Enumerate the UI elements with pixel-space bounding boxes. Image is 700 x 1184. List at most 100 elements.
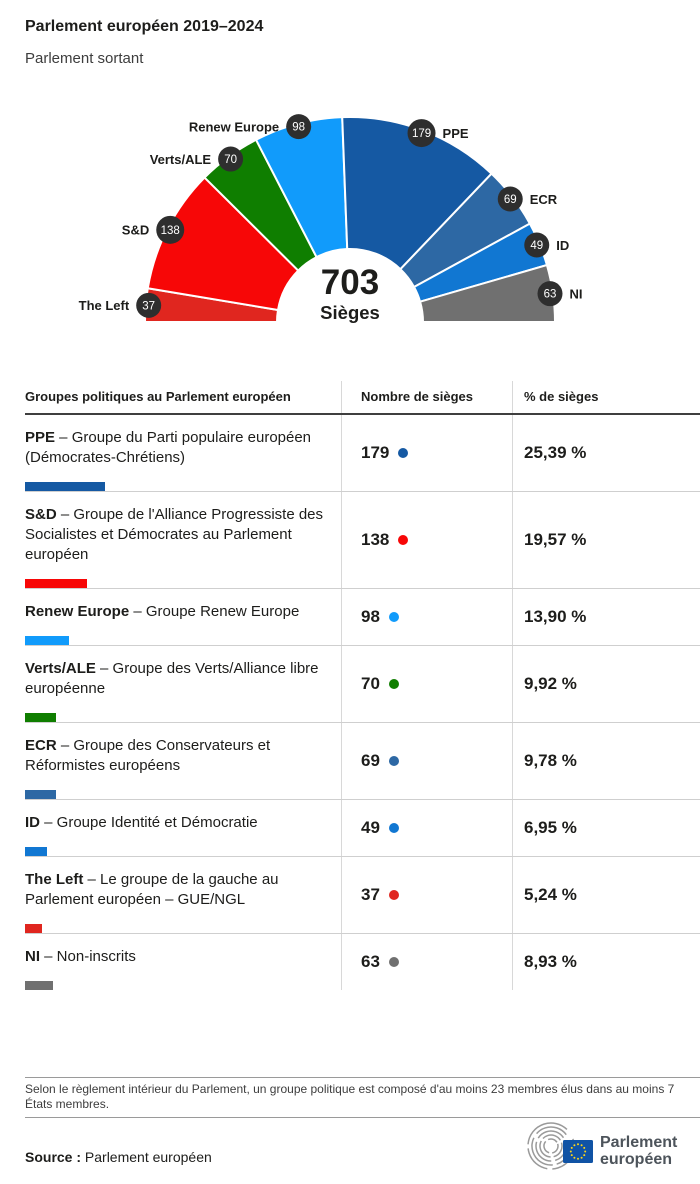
eu-flag-star xyxy=(577,1157,579,1160)
table-body: PPE – Groupe du Parti populaire européen… xyxy=(25,415,700,990)
table-row: PPE – Groupe du Parti populaire européen… xyxy=(25,415,700,492)
group-name: S&D xyxy=(25,506,57,523)
eu-flag-star xyxy=(573,1144,576,1147)
seats-cell: 69 xyxy=(341,723,512,799)
seats-value: 138 xyxy=(361,530,390,549)
group-name: ECR xyxy=(25,737,57,754)
percent-value: 9,92 % xyxy=(512,646,700,722)
eu-flag-star xyxy=(577,1143,579,1146)
group-rest: – Le groupe de la gauche au Parlement eu… xyxy=(25,871,279,908)
eu-flag-star xyxy=(570,1146,573,1149)
logo-text-line2: européen xyxy=(600,1151,672,1168)
group-share-bar xyxy=(25,482,105,491)
seat-badge-ni xyxy=(537,281,563,307)
seats-value: 49 xyxy=(361,818,380,837)
seats-value: 63 xyxy=(361,952,380,971)
seat-badge-value: 69 xyxy=(504,194,517,206)
seats-value: 37 xyxy=(361,885,380,904)
group-label-the-left: The Left xyxy=(79,298,130,313)
group-color-dot xyxy=(388,756,399,766)
percent-value: 5,24 % xyxy=(512,857,700,933)
column-header-seats: Nombre de sièges xyxy=(341,381,512,413)
seat-badge-ppe xyxy=(407,119,436,148)
wedge-s-d[interactable] xyxy=(146,176,300,312)
group-share-bar xyxy=(25,790,56,799)
eu-flag-star xyxy=(584,1150,587,1153)
footnote: Selon le règlement intérieur du Parlemen… xyxy=(25,1077,700,1118)
percent-value: 6,95 % xyxy=(512,800,700,856)
seat-badge-the-left xyxy=(136,292,162,318)
eu-flag-star xyxy=(583,1146,586,1149)
group-rest: – Groupe Identité et Démocratie xyxy=(40,814,258,831)
hemicycle-chart: 37 The Left 138 S&D 70 Verts/ALE 98 Renew Europ… xyxy=(0,95,700,345)
group-description: NI – Non-inscrits xyxy=(25,934,341,990)
group-label-id: ID xyxy=(556,238,569,253)
group-description: Renew Europe – Groupe Renew Europe xyxy=(25,589,341,645)
eu-flag-star xyxy=(580,1156,583,1159)
table-row: ECR – Groupe des Conservateurs et Réform… xyxy=(25,723,700,800)
page-title: Parlement européen 2019–2024 xyxy=(25,18,264,35)
seats-value: 70 xyxy=(361,674,380,693)
source-label: Source : xyxy=(25,1149,82,1165)
seats-cell: 63 xyxy=(341,934,512,990)
group-rest: – Non-inscrits xyxy=(40,948,136,965)
seats-cell: 179 xyxy=(341,415,512,491)
wedge-ppe[interactable] xyxy=(341,116,493,271)
ep-logo: Parlement européen xyxy=(527,1122,678,1170)
percent-value: 9,78 % xyxy=(512,723,700,799)
group-share-bar xyxy=(25,636,69,645)
eu-flag-star xyxy=(573,1156,576,1159)
group-name: NI xyxy=(25,948,40,965)
seats-value: 98 xyxy=(361,607,380,626)
table-row: ID – Groupe Identité et Démocratie 49 6,… xyxy=(25,800,700,857)
seat-badge-value: 49 xyxy=(530,240,543,252)
table-row: NI – Non-inscrits 63 8,93 % xyxy=(25,934,700,990)
group-description: The Left – Le groupe de la gauche au Par… xyxy=(25,857,341,933)
table-row: S&D – Groupe de l'Alliance Progressiste … xyxy=(25,492,700,589)
group-rest: – Groupe des Conservateurs et Réformiste… xyxy=(25,737,271,774)
seat-badge-verts-ale xyxy=(218,146,244,172)
group-share-bar xyxy=(25,713,56,722)
group-rest: – Groupe du Parti populaire européen (Dé… xyxy=(25,429,312,466)
seat-badge-value: 63 xyxy=(544,289,557,301)
seat-badge-value: 70 xyxy=(224,154,237,166)
group-rest: – Groupe Renew Europe xyxy=(129,603,300,620)
eu-flag-star xyxy=(569,1150,572,1153)
percent-value: 8,93 % xyxy=(512,934,700,990)
eu-flag-star xyxy=(580,1144,583,1147)
eu-flag-icon xyxy=(563,1140,593,1163)
total-seats-value: 703 xyxy=(321,263,379,302)
group-label-verts-ale: Verts/ALE xyxy=(150,152,212,167)
group-share-bar xyxy=(25,924,42,933)
seats-value: 69 xyxy=(361,751,380,770)
group-share-bar xyxy=(25,981,53,990)
group-name: The Left xyxy=(25,871,84,888)
table-header-row: Groupes politiques au Parlement européen… xyxy=(25,381,700,415)
group-share-bar xyxy=(25,847,47,856)
seat-badge-value: 37 xyxy=(142,300,155,312)
group-color-dot xyxy=(398,448,409,458)
group-rest: – Groupe des Verts/Alliance libre europé… xyxy=(25,660,319,697)
group-label-s-d: S&D xyxy=(122,223,149,238)
column-header-groups: Groupes politiques au Parlement européen xyxy=(25,389,291,404)
group-color-dot xyxy=(398,535,409,545)
eu-flag-star xyxy=(570,1154,573,1157)
wedge-renew-europe[interactable] xyxy=(254,116,349,259)
seat-badge-id xyxy=(524,232,550,258)
table-row: The Left – Le groupe de la gauche au Par… xyxy=(25,857,700,934)
group-share-bar xyxy=(25,579,87,588)
group-description: S&D – Groupe de l'Alliance Progressiste … xyxy=(25,492,341,588)
group-description: ECR – Groupe des Conservateurs et Réform… xyxy=(25,723,341,799)
percent-value: 13,90 % xyxy=(512,589,700,645)
wedge-ni[interactable] xyxy=(418,263,557,323)
page-subtitle: Parlement sortant xyxy=(25,50,144,67)
group-label-ppe: PPE xyxy=(443,126,469,141)
group-label-ni: NI xyxy=(570,286,583,301)
group-description: Verts/ALE – Groupe des Verts/Alliance li… xyxy=(25,646,341,722)
seats-cell: 49 xyxy=(341,800,512,856)
group-name: ID xyxy=(25,814,40,831)
column-header-percent: % de sièges xyxy=(512,381,700,413)
group-color-dot xyxy=(388,612,399,622)
seat-badge-value: 98 xyxy=(292,122,305,134)
